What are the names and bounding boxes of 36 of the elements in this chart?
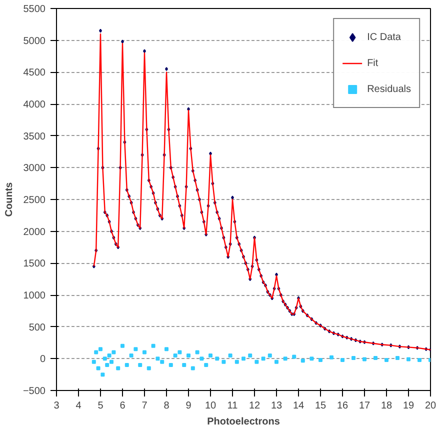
- y-tick-label: 4500: [23, 68, 46, 79]
- y-tick-label: 5000: [23, 36, 46, 47]
- legend-label: IC Data: [367, 32, 401, 42]
- x-tick-label: 16: [336, 400, 348, 412]
- y-tick-label: 3500: [23, 131, 46, 142]
- x-tick-label: 12: [248, 400, 260, 412]
- x-tick-label: 14: [292, 400, 304, 412]
- y-tick-label: 2500: [23, 195, 46, 206]
- x-tick-label: 11: [227, 400, 238, 412]
- x-tick-label: 10: [204, 400, 216, 412]
- y-tick-label: 0: [40, 354, 46, 366]
- x-tick-label: 18: [380, 400, 392, 412]
- x-tick-label: 4: [76, 400, 82, 412]
- x-tick-label: 8: [164, 400, 170, 412]
- x-tick-label: 6: [120, 400, 126, 412]
- x-tick-label: 5: [98, 400, 104, 412]
- x-tick-label: 9: [186, 400, 192, 412]
- x-tick-label: 3: [54, 400, 60, 412]
- y-tick-label: 3000: [23, 163, 46, 174]
- y-tick-label: 1000: [23, 290, 46, 302]
- x-tick-label: 19: [402, 400, 414, 412]
- y-tick-label: 4000: [23, 100, 46, 110]
- y-axis-title: Counts: [4, 182, 15, 217]
- x-tick-label: 17: [358, 400, 370, 412]
- x-tick-label: 7: [142, 400, 148, 412]
- legend-label: Residuals: [367, 84, 411, 94]
- x-tick-label: 20: [424, 400, 436, 412]
- x-tick-label: 15: [314, 400, 326, 412]
- x-axis-title: Photoelectrons: [207, 416, 280, 428]
- y-tick-label: 5500: [23, 4, 46, 15]
- legend-label: Fit: [367, 58, 380, 68]
- y-tick-label: 1500: [23, 258, 46, 270]
- y-tick-label: 500: [28, 322, 46, 334]
- x-tick-label: 13: [270, 400, 282, 412]
- y-tick-label: 2000: [23, 226, 46, 238]
- y-tick-label: −500: [22, 386, 46, 397]
